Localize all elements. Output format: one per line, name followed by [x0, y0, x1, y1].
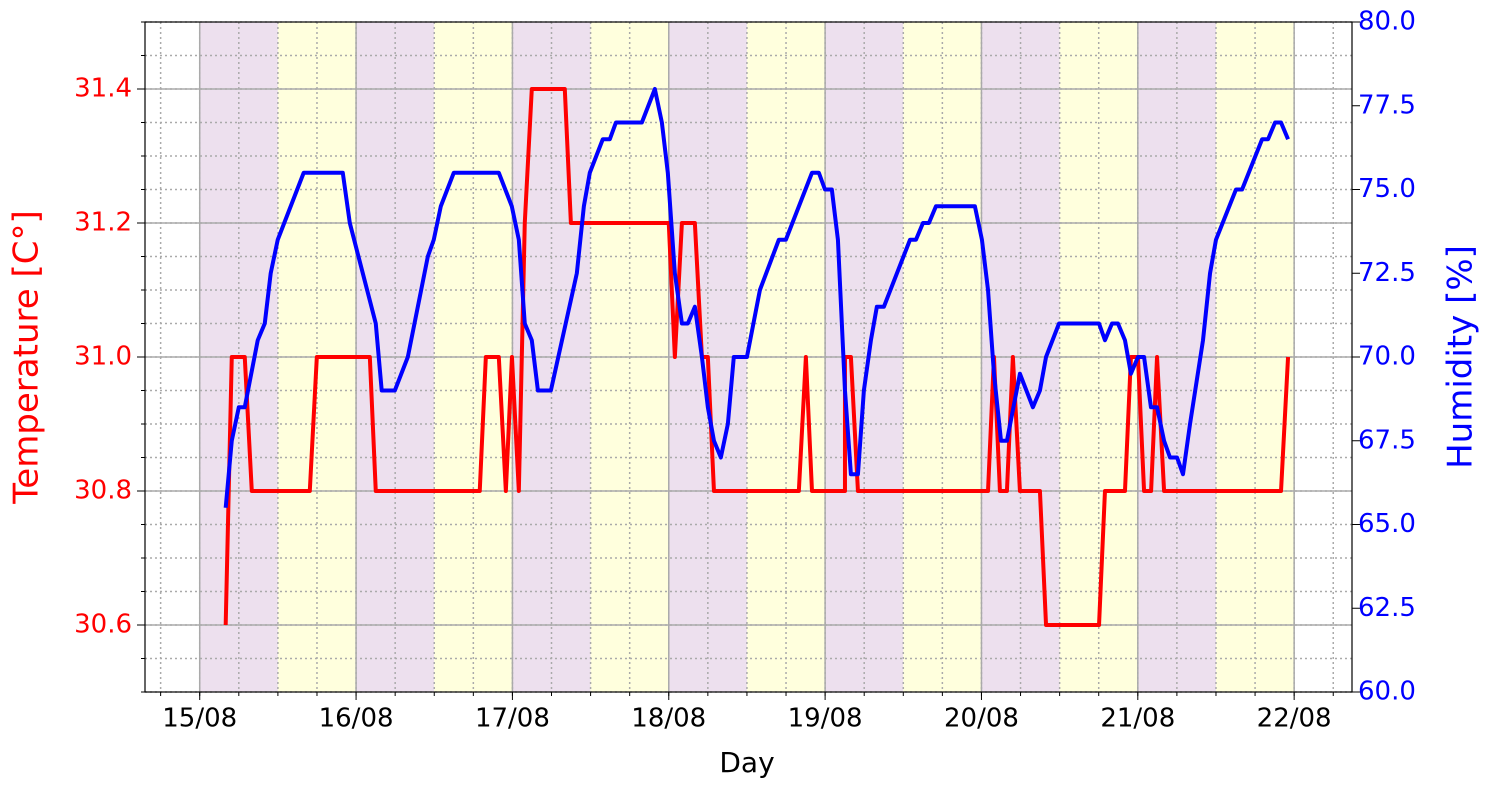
lines — [223, 87, 1291, 627]
y2-tick-label: 62.5 — [1358, 593, 1416, 623]
y2-tick-label: 77.5 — [1358, 90, 1416, 120]
y-tick-label: 30.8 — [74, 476, 132, 506]
x-tick-label: 20/08 — [944, 704, 1019, 734]
y2-tick-label: 70.0 — [1358, 342, 1416, 372]
series-line — [223, 87, 1290, 508]
y-axis-title: Temperature [C°] — [7, 210, 47, 504]
y2-tick-label: 80.0 — [1358, 7, 1416, 37]
y2-tick-label: 65.0 — [1358, 509, 1416, 539]
x-tick-label: 18/08 — [631, 704, 706, 734]
x-tick-label: 16/08 — [319, 704, 394, 734]
x-axis-title: Day — [719, 746, 774, 779]
y2-axis-title: Humidity [%] — [1441, 245, 1481, 469]
y2-tick-label: 72.5 — [1358, 258, 1416, 288]
x-tick-label: 21/08 — [1100, 704, 1175, 734]
y2-tick-label: 75.0 — [1358, 174, 1416, 204]
y-tick-label: 31.4 — [74, 74, 132, 104]
x-tick-label: 22/08 — [1257, 704, 1332, 734]
x-tick-label: 19/08 — [788, 704, 863, 734]
plot-frame — [144, 21, 1353, 693]
y-tick-label: 30.6 — [74, 610, 132, 640]
y2-tick-label: 67.5 — [1358, 425, 1416, 455]
series-line — [223, 87, 1291, 627]
axes: 15/08 16/08 17/08 18/08 19/08 20/08 21/08 22/08… — [74, 7, 1416, 734]
grid — [145, 21, 1352, 693]
y-tick-label: 31.2 — [74, 208, 132, 238]
y2-tick-label: 60.0 — [1358, 677, 1416, 707]
x-tick-label: 15/08 — [162, 704, 237, 734]
x-tick-label: 17/08 — [475, 704, 550, 734]
y-tick-label: 31.0 — [74, 342, 132, 372]
